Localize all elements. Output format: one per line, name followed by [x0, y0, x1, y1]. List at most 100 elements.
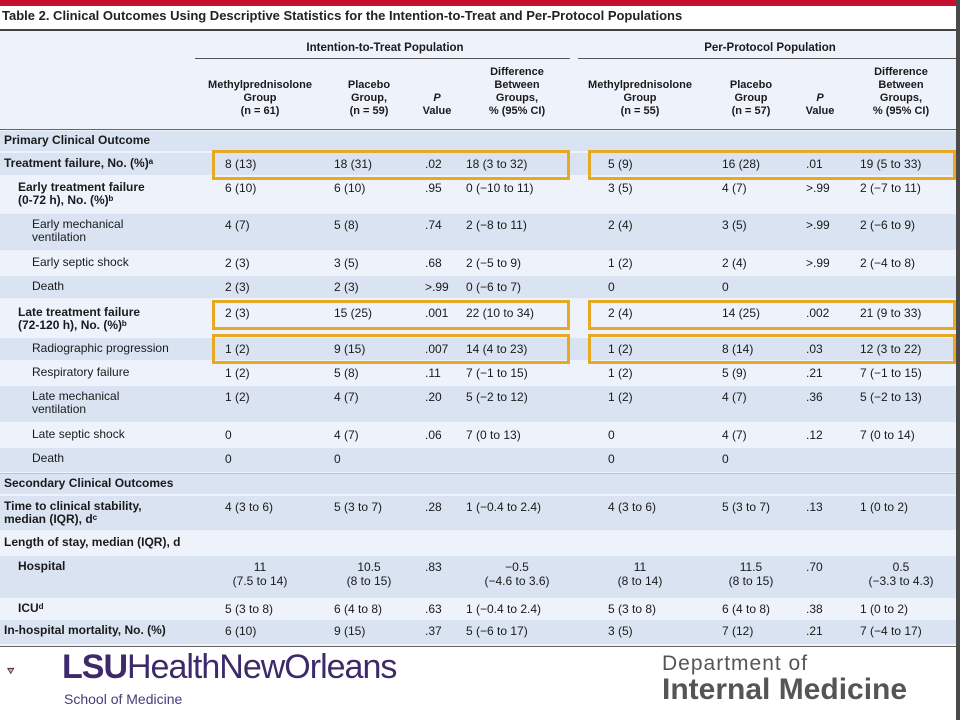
table-cell: 18 (31) — [334, 157, 373, 171]
cell-line: 11 — [253, 560, 267, 574]
row-label-line: median (IQR), dᶜ — [4, 512, 98, 526]
table-cell: 5 (−2 to 12) — [466, 390, 528, 404]
row-label: In-hospital mortality, No. (%) — [4, 624, 190, 637]
row-label: Time to clinical stability, median (IQR),… — [4, 500, 190, 526]
highlight-box — [588, 150, 956, 180]
row-label-line: Hospital — [18, 559, 66, 573]
column-header-line: (n = 55) — [620, 105, 660, 117]
table-cell: 1 (0 to 2) — [860, 602, 909, 616]
table-cell: 0 — [722, 452, 729, 466]
table-cell: 19 (5 to 33) — [860, 157, 922, 171]
table-cell: 2 (−6 to 9) — [860, 218, 916, 232]
table-cell: .03 — [806, 342, 823, 356]
table-cell: 6 (10) — [334, 181, 366, 195]
table-cell: 3 (5) — [722, 218, 747, 232]
table-cell: 6 (4 to 8) — [334, 602, 383, 616]
column-header-line: Group — [734, 92, 768, 104]
table-cell: 0 — [225, 452, 232, 466]
table-cell: .02 — [425, 157, 442, 171]
table-cell: 5 (9) — [722, 366, 747, 380]
section-band — [0, 131, 960, 151]
table-cell: 5 (−2 to 13) — [860, 390, 922, 404]
table-title: Table 2. Clinical Outcomes Using Descrip… — [2, 8, 683, 23]
table-cell: .37 — [425, 624, 442, 638]
lsu-shield-icon — [6, 667, 15, 675]
table-cell: .38 — [806, 602, 823, 616]
column-header-line: Groups, — [879, 92, 923, 104]
table-cell: 2 (4) — [608, 306, 633, 320]
cell-line: (−3.3 to 4.3) — [868, 574, 934, 588]
row-label: Radiographic progression — [32, 342, 190, 355]
table-cell: 7 (0 to 13) — [466, 428, 521, 442]
table-cell: 2 (3) — [334, 280, 359, 294]
table-cell: 1 (−0.4 to 2.4) — [466, 500, 542, 514]
table-cell: .01 — [806, 157, 823, 171]
row-band — [0, 448, 960, 472]
cell-line: (7.5 to 14) — [232, 574, 288, 588]
column-header-line: Value — [805, 105, 835, 117]
table-cell: 1 (2) — [608, 256, 633, 270]
row-band — [0, 620, 960, 644]
table-cell: 4 (7) — [722, 428, 747, 442]
highlight-box — [212, 150, 570, 180]
table-cell: 0 (−10 to 11) — [466, 181, 534, 195]
lsu-logo-text: LSUHealthNewOrleans — [62, 648, 397, 686]
table-cell: 5 (3 to 8) — [225, 602, 274, 616]
row-label-line: In-hospital mortality, No. (%) — [4, 623, 166, 637]
row-label: Early septic shock — [32, 256, 190, 269]
table-cell: .06 — [425, 428, 442, 442]
row-label: Early mechanical ventilation — [32, 218, 190, 244]
row-label-line: Respiratory failure — [32, 365, 130, 379]
table-cell: 0 — [608, 428, 615, 442]
table-cell: 0 — [334, 452, 341, 466]
group-header: Per-Protocol Population — [704, 42, 836, 54]
column-header-line: Methylprednisolone — [588, 79, 692, 91]
column-header-line: Difference — [490, 66, 544, 78]
table-bottom-rule — [0, 646, 960, 647]
column-header-line: % (95% CI) — [488, 105, 546, 117]
table-cell: 11 (7.5 to 14) — [195, 560, 325, 588]
table-cell: 2 (3) — [225, 280, 250, 294]
row-band — [0, 276, 960, 298]
table-cell: 4 (7) — [225, 218, 250, 232]
row-label-line: Late treatment failure — [18, 305, 141, 319]
row-label: Death — [32, 452, 190, 465]
table-cell: 18 (3 to 32) — [466, 157, 528, 171]
table-cell: 1 (2) — [608, 366, 633, 380]
section-label-primary: Primary Clinical Outcome — [4, 133, 151, 147]
table-cell: 5 (3 to 7) — [334, 500, 383, 514]
highlight-box — [588, 334, 956, 364]
table-cell: >.99 — [425, 280, 449, 294]
table-cell: 0.5 (−3.3 to 4.3) — [846, 560, 956, 588]
column-header-line: Methylprednisolone — [208, 79, 312, 91]
row-label-line: Time to clinical stability, — [4, 499, 142, 513]
column-header-line: Between — [878, 79, 924, 91]
table-cell: 1 (2) — [225, 342, 250, 356]
column-header: Methylprednisolone Group (n = 61) — [195, 79, 325, 118]
table-cell: 3 (5) — [334, 256, 359, 270]
cell-line: (8 to 15) — [728, 574, 774, 588]
table-cell: 1 (2) — [225, 366, 250, 380]
lsu-logo-subtitle: School of Medicine — [64, 691, 183, 707]
table-cell: −0.5 (−4.6 to 3.6) — [462, 560, 572, 588]
table-cell: 15 (25) — [334, 306, 373, 320]
table-cell: 1 (0 to 2) — [860, 500, 909, 514]
group-header-rule — [578, 58, 956, 59]
table-cell: 4 (3 to 6) — [608, 500, 657, 514]
section-label-secondary: Secondary Clinical Outcomes — [4, 476, 174, 490]
table-cell: 1 (2) — [225, 390, 250, 404]
cell-line: 11.5 — [739, 560, 763, 574]
row-label-line: Treatment failure, No. (%)ᵃ — [4, 156, 154, 170]
slide-edge — [956, 0, 960, 720]
table-cell: 2 (4) — [722, 256, 747, 270]
table-cell: 2 (4) — [608, 218, 633, 232]
column-header: Methylprednisolone Group (n = 55) — [574, 79, 706, 118]
cell-line: (8 to 15) — [346, 574, 392, 588]
table-cell: 7 (−1 to 15) — [860, 366, 922, 380]
table-cell: 5 (3 to 8) — [608, 602, 657, 616]
column-header-line: P — [816, 92, 824, 104]
table-cell: 6 (10) — [225, 181, 257, 195]
table-cell: 5 (8) — [334, 218, 359, 232]
table-cell: 3 (5) — [608, 624, 633, 638]
highlight-box — [588, 300, 956, 330]
